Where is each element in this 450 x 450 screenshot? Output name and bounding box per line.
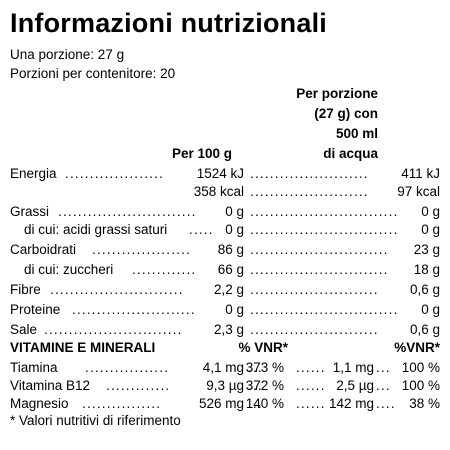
vitamin-label: Vitamina B12 — [10, 378, 91, 393]
vitamin-label: Tiamina — [10, 360, 58, 375]
leader-dots: ...... — [296, 378, 326, 393]
nutrient-label: Energia — [10, 166, 57, 181]
leader-dots: .............................. — [250, 204, 399, 219]
nutrient-row-energia-kcal: 358 kcal ........................ 97 kca… — [10, 184, 440, 202]
vitamin-value-per-100g: 526 mg — [198, 396, 244, 411]
nutrient-label: Fibre — [10, 282, 41, 297]
leader-dots: ......................... — [72, 302, 196, 317]
vitamin-value-per-serving: 1,1 mg — [332, 360, 374, 375]
leader-dots: .............................. — [250, 222, 399, 237]
page-title: Informazioni nutrizionali — [10, 8, 327, 38]
leader-dots: ............................ — [250, 242, 389, 257]
vitamin-vnr-per-serving: 100 % — [401, 378, 440, 393]
leader-dots: ...... — [296, 360, 326, 375]
leader-dots: .......................... — [250, 322, 379, 337]
leader-dots: ................. — [85, 360, 170, 375]
leader-dots: .................... — [65, 166, 165, 181]
header-per-serving-line2: (27 g) con — [314, 106, 378, 121]
leader-dots: ..... — [189, 222, 214, 237]
leader-dots: ........................ — [250, 184, 369, 199]
nutrient-row-sale: Sale ............................ 2,3 g … — [10, 322, 440, 340]
vitamin-label: Magnesio — [10, 396, 69, 411]
leader-dots: ... — [376, 360, 390, 375]
nutrient-label: di cui: zuccheri — [24, 262, 114, 277]
vitamins-header-row: VITAMINE E MINERALI % VNR* %VNR* — [10, 340, 440, 358]
nutrient-value-per-serving: 0 g — [421, 222, 440, 237]
nutrient-label: Sale — [10, 322, 38, 337]
nutrient-value-per-serving: 97 kcal — [397, 184, 440, 199]
nutrient-row-proteine: Proteine ......................... 0 g .… — [10, 302, 440, 320]
leader-dots: ...... — [296, 396, 326, 411]
nutrient-row-fibre: Fibre ........................... 2,2 g … — [10, 282, 440, 300]
nutrient-label: Carboidrati — [10, 242, 77, 257]
nutrient-row-zuccheri: di cui: zuccheri ............. 66 g ....… — [10, 262, 440, 280]
vnr-header-per-100g: % VNR* — [238, 340, 288, 355]
leader-dots: ... — [248, 396, 262, 411]
vitamin-value-per-serving: 142 mg — [328, 396, 374, 411]
header-per-serving-line4: di acqua — [323, 146, 378, 161]
nutrient-value-per-100g: 2,3 g — [213, 322, 244, 337]
header-per-serving-line3: 500 ml — [335, 126, 378, 141]
vitamin-row-b12: Vitamina B12 ............. 9,3 µg ... 37… — [10, 378, 440, 396]
nutrient-value-per-100g: 358 kcal — [193, 184, 244, 199]
nutrient-value-per-serving: 0,6 g — [409, 322, 440, 337]
leader-dots: ... — [376, 378, 390, 393]
leader-dots: ........................ — [250, 166, 369, 181]
nutrient-value-per-serving: 0 g — [421, 204, 440, 219]
nutrient-value-per-100g: 1524 kJ — [196, 166, 244, 181]
column-header-per-100g: Per 100 g — [171, 146, 232, 161]
nutrient-value-per-100g: 0 g — [225, 204, 244, 219]
vitamin-row-magnesio: Magnesio ................ 526 mg ... 140… — [10, 396, 440, 414]
header-per-serving-line1: Per porzione — [296, 86, 378, 101]
leader-dots: ............................ — [44, 322, 183, 337]
leader-dots: ............. — [106, 378, 171, 393]
leader-dots: ............................ — [250, 262, 389, 277]
vitamins-section-title: VITAMINE E MINERALI — [10, 340, 156, 355]
leader-dots: ........................... — [50, 282, 184, 297]
nutrient-value-per-serving: 0 g — [421, 302, 440, 317]
leader-dots: ................ — [82, 396, 162, 411]
vitamin-value-per-serving: 2,5 µg — [336, 378, 374, 393]
nutrient-value-per-serving: 0,6 g — [409, 282, 440, 297]
nutrient-value-per-100g: 66 g — [217, 262, 244, 277]
leader-dots: ............. — [132, 262, 197, 277]
leader-dots: .................... — [92, 242, 192, 257]
vitamin-vnr-per-100g: 372 % — [245, 378, 284, 393]
nutrient-row-grassi: Grassi ............................ 0 g … — [10, 204, 440, 222]
nutrient-row-acidi-grassi-saturi: di cui: acidi grassi saturi ..... 0 g ..… — [10, 222, 440, 240]
vitamin-value-per-100g: 9,3 µg — [206, 378, 244, 393]
nutrient-value-per-serving: 411 kJ — [401, 166, 440, 181]
vitamin-vnr-per-100g: 373 % — [245, 360, 284, 375]
nutrient-label: di cui: acidi grassi saturi — [24, 222, 168, 237]
leader-dots: ... — [248, 360, 262, 375]
leader-dots: .......................... — [250, 282, 379, 297]
leader-dots: ............................ — [58, 204, 197, 219]
vnr-header-per-serving: %VNR* — [394, 340, 440, 355]
vitamin-value-per-100g: 4,1 mg — [202, 360, 244, 375]
nutrient-value-per-100g: 0 g — [225, 302, 244, 317]
nutrient-label: Proteine — [10, 302, 61, 317]
nutrient-label: Grassi — [10, 204, 50, 219]
nutrient-row-energia-kj: Energia .................... 1524 kJ ...… — [10, 166, 440, 184]
leader-dots: .... — [376, 396, 396, 411]
servings-per-container: Porzioni per contenitore: 20 — [10, 66, 176, 81]
leader-dots: ... — [248, 378, 262, 393]
nutrient-value-per-serving: 18 g — [413, 262, 440, 277]
nutrient-value-per-serving: 23 g — [413, 242, 440, 257]
nutrient-value-per-100g: 2,2 g — [213, 282, 244, 297]
vitamin-vnr-per-100g: 140 % — [245, 396, 284, 411]
vitamin-row-tiamina: Tiamina ................. 4,1 mg ... 373… — [10, 360, 440, 378]
vitamin-vnr-per-serving: 100 % — [401, 360, 440, 375]
serving-size: Una porzione: 27 g — [10, 47, 125, 62]
nutrient-value-per-100g: 86 g — [217, 242, 244, 257]
vitamin-vnr-per-serving: 38 % — [409, 396, 440, 411]
nutrient-row-carboidrati: Carboidrati .................... 86 g ..… — [10, 242, 440, 260]
nutrient-value-per-100g: 0 g — [225, 222, 244, 237]
footnote: * Valori nutritivi di riferimento — [10, 413, 181, 428]
leader-dots: .............................. — [250, 302, 399, 317]
